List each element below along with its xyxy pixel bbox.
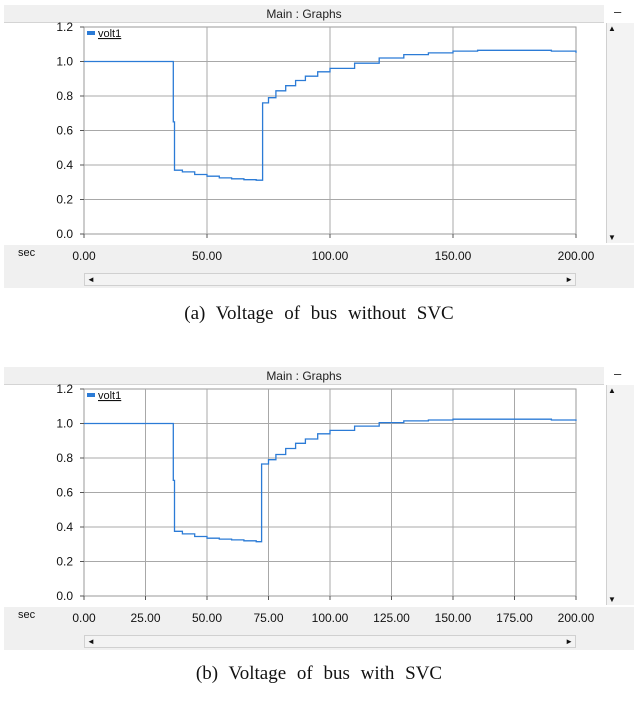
x-tick-label: 100.00 xyxy=(312,611,349,625)
figure-caption-a: (a) Voltage of bus without SVC xyxy=(184,303,454,324)
x-tick-label: 50.00 xyxy=(192,249,222,263)
y-tick-label: 0.4 xyxy=(56,158,73,172)
y-tick-label: 1.0 xyxy=(56,55,73,69)
window-title: Main : Graphs xyxy=(4,367,604,385)
x-tick-label: 100.00 xyxy=(312,249,349,263)
window-title: Main : Graphs xyxy=(4,5,604,23)
x-tick-label: 125.00 xyxy=(373,611,410,625)
x-tick-label: 175.00 xyxy=(496,611,533,625)
series-line-volt1 xyxy=(84,49,577,181)
voltage-chart-without-svc: 0.00 50.00 100.00 150.00 200.00 1.2 1.0 0.8 0.6 0… xyxy=(18,20,595,263)
y-tick-label: 0.0 xyxy=(56,227,73,241)
x-tick-label: 150.00 xyxy=(435,249,472,263)
voltage-chart-with-svc: 0.00 25.00 50.00 75.00 100.00 125.00 150.00 175… xyxy=(18,382,595,625)
scroll-up-icon[interactable]: ▲ xyxy=(608,386,616,395)
vertical-scrollbar[interactable]: ▲ ▼ xyxy=(606,385,634,605)
x-axis-unit: sec xyxy=(18,247,36,259)
x-tick-label: 200.00 xyxy=(558,611,595,625)
minimize-button[interactable]: – xyxy=(614,4,622,19)
horizontal-scrollbar[interactable]: ◄ ► xyxy=(84,635,576,648)
x-tick-label: 200.00 xyxy=(558,249,595,263)
scroll-down-icon[interactable]: ▼ xyxy=(608,595,616,604)
y-tick-label: 0.6 xyxy=(56,124,73,138)
y-tick-label: 0.2 xyxy=(56,193,73,207)
graph-panel-a: Main : Graphs – ▲ ▼ 0.00 50.00 100.00 150.0… xyxy=(0,4,638,288)
scroll-right-icon[interactable]: ► xyxy=(565,637,573,646)
series-line-volt1 xyxy=(84,418,577,543)
legend-swatch xyxy=(87,393,95,397)
x-tick-label: 25.00 xyxy=(130,611,160,625)
x-tick-label: 50.00 xyxy=(192,611,222,625)
scroll-left-icon[interactable]: ◄ xyxy=(87,275,95,284)
x-tick-label: 0.00 xyxy=(72,249,96,263)
y-tick-label: 0.8 xyxy=(56,451,73,465)
legend-label: volt1 xyxy=(98,28,121,40)
y-tick-label: 0.6 xyxy=(56,486,73,500)
x-axis-unit: sec xyxy=(18,609,36,621)
legend-swatch xyxy=(87,31,95,35)
graph-panel-b: Main : Graphs – ▲ ▼ 0.00 25.00 50.00 75.00 1… xyxy=(0,366,638,650)
y-tick-label: 0.0 xyxy=(56,589,73,603)
x-tick-label: 0.00 xyxy=(72,611,96,625)
minimize-button[interactable]: – xyxy=(614,366,622,381)
y-tick-label: 1.2 xyxy=(56,20,73,34)
y-tick-label: 1.0 xyxy=(56,417,73,431)
figure-caption-b: (b) Voltage of bus with SVC xyxy=(195,663,443,684)
scroll-right-icon[interactable]: ► xyxy=(565,275,573,284)
y-tick-label: 0.8 xyxy=(56,89,73,103)
scroll-left-icon[interactable]: ◄ xyxy=(87,637,95,646)
y-tick-label: 0.2 xyxy=(56,555,73,569)
horizontal-scrollbar[interactable]: ◄ ► xyxy=(84,273,576,286)
scroll-up-icon[interactable]: ▲ xyxy=(608,24,616,33)
x-tick-label: 75.00 xyxy=(253,611,283,625)
x-tick-label: 150.00 xyxy=(435,611,472,625)
scroll-down-icon[interactable]: ▼ xyxy=(608,233,616,242)
vertical-scrollbar[interactable]: ▲ ▼ xyxy=(606,23,634,243)
legend-label: volt1 xyxy=(98,390,121,402)
y-tick-label: 0.4 xyxy=(56,520,73,534)
y-tick-label: 1.2 xyxy=(56,382,73,396)
